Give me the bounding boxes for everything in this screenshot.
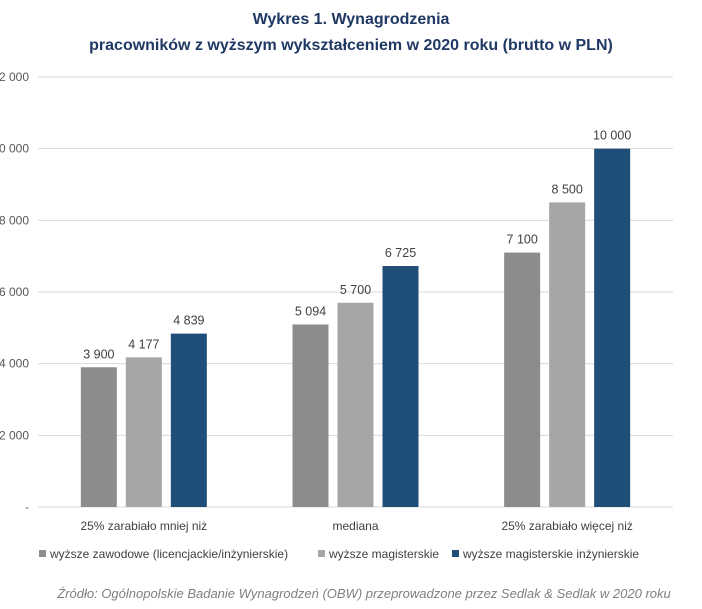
legend-label: wyższe magisterskie inżynierskie [462,547,639,561]
legend-swatch [39,550,46,557]
legend: wyższe zawodowe (licencjackie/inżyniersk… [39,547,639,561]
x-axis: 25% zarabiało mniej niż mediana 25% zarabi… [80,519,632,533]
chart-title-line1: Wykres 1. Wynagrodzenia [253,11,450,28]
y-tick-label: 2 000 [0,428,29,442]
bars [80,148,631,507]
data-label: 3 900 [83,347,114,361]
data-label: 5 700 [340,283,371,297]
y-tick-label: 10 000 [0,142,29,156]
bar [125,357,162,507]
data-label: 7 100 [507,233,538,247]
x-tick-label: 25% zarabiało mniej niż [80,519,207,533]
data-label: 5 094 [295,304,326,318]
data-label: 8 500 [552,182,583,196]
source-note: Źródło: Ogólnopolskie Badanie Wynagrodze… [56,586,671,601]
y-axis: - 2 000 4 000 6 000 8 000 10 000 12 000 [0,70,29,514]
bar [504,252,541,507]
legend-label: wyższe magisterskie [328,547,439,561]
bar [594,148,631,507]
bar [80,367,117,507]
legend-swatch [452,550,459,557]
data-label: 6 725 [385,246,416,260]
data-labels: 3 900 4 177 4 839 5 094 5 700 6 725 7 100 8 500… [83,129,631,362]
x-tick-label: 25% zarabiało więcej niż [501,519,632,533]
bar [292,324,329,507]
y-tick-label: - [25,500,29,514]
bar [170,333,207,507]
y-tick-label: 4 000 [0,357,29,371]
y-tick-label: 8 000 [0,213,29,227]
y-tick-label: 6 000 [0,285,29,299]
bar [549,202,586,507]
x-tick-label: mediana [332,519,378,533]
legend-label: wyższe zawodowe (licencjackie/inżyniersk… [49,547,288,561]
data-label: 10 000 [593,129,631,143]
chart-title-line2: pracowników z wyższym wykształceniem w 2… [89,37,613,54]
legend-swatch [318,550,325,557]
bar [337,302,374,507]
data-label: 4 177 [128,337,159,351]
bar [382,266,419,507]
data-label: 4 839 [173,314,204,328]
y-tick-label: 12 000 [0,70,29,84]
